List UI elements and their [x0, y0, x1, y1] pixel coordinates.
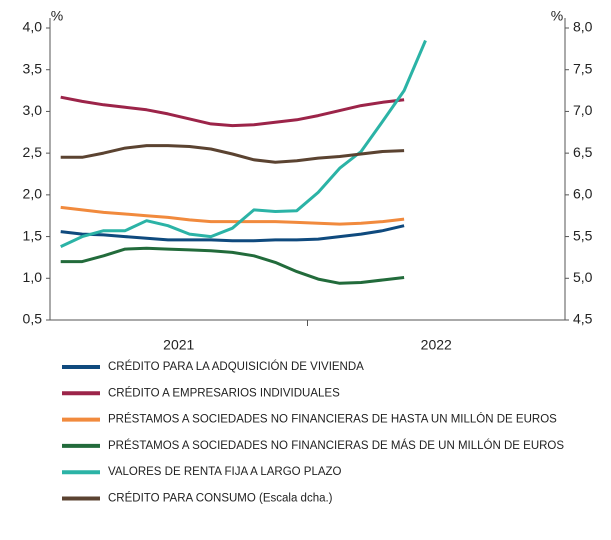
y-tick-label: 3,5 [23, 60, 43, 76]
y-unit: % [51, 8, 63, 24]
x-group-label: 2022 [421, 337, 452, 353]
series-line [60, 224, 405, 243]
legend-label: PRÉSTAMOS A SOCIEDADES NO FINANCIERAS DE… [108, 439, 564, 452]
x-group-label: 2021 [163, 337, 194, 353]
y2-tick-label: 7,5 [573, 60, 593, 76]
series-line [60, 95, 405, 128]
series-line [60, 246, 405, 285]
y-tick-label: 1,5 [23, 227, 43, 243]
y-tick-label: 1,0 [23, 269, 43, 285]
legend-label: VALORES DE RENTA FIJA A LARGO PLAZO [108, 466, 342, 478]
legend-label: PRÉSTAMOS A SOCIEDADES NO FINANCIERAS DE… [108, 413, 557, 426]
legend-label: CRÉDITO A EMPRESARIOS INDIVIDUALES [108, 386, 340, 399]
y2-tick-label: 8,0 [573, 19, 593, 35]
y-tick-label: 2,5 [23, 144, 43, 160]
series-line [60, 205, 405, 226]
y2-tick-label: 6,5 [573, 144, 593, 160]
y-tick-label: 2,0 [23, 186, 43, 202]
series-line [60, 144, 405, 164]
y2-tick-label: 6,0 [573, 186, 593, 202]
y2-tick-label: 7,0 [573, 102, 593, 118]
y2-tick-label: 5,0 [573, 269, 593, 285]
y2-tick-label: 4,5 [573, 311, 593, 327]
y2-unit: % [551, 8, 563, 24]
legend-label: CRÉDITO PARA CONSUMO (Escala dcha.) [108, 492, 333, 505]
y-tick-label: 4,0 [23, 19, 43, 35]
y2-tick-label: 5,5 [573, 227, 593, 243]
y-tick-label: 0,5 [23, 311, 43, 327]
y-tick-label: 3,0 [23, 102, 43, 118]
series-line [60, 39, 427, 248]
legend-label: CRÉDITO PARA LA ADQUISICIÓN DE VIVIENDA [108, 360, 364, 373]
